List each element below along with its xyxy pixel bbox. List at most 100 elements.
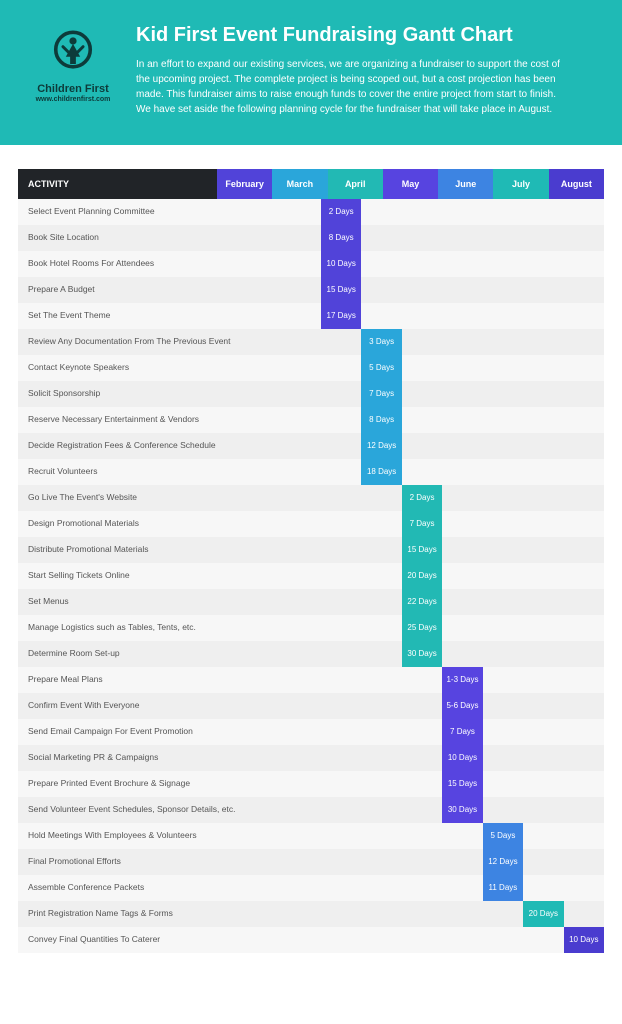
gantt-row: Print Registration Name Tags & Forms 20 D… bbox=[18, 901, 604, 927]
gantt-row: Go Live The Event's Website2 Days bbox=[18, 485, 604, 511]
gantt-cell bbox=[402, 823, 442, 849]
gantt-cell bbox=[442, 927, 482, 953]
gantt-row: Recruit Volunteers18 Days bbox=[18, 459, 604, 485]
gantt-month-cells: 1-3 Days bbox=[321, 667, 604, 693]
gantt-row: Send Volunteer Event Schedules, Sponsor … bbox=[18, 797, 604, 823]
gantt-bar: 20 Days bbox=[523, 901, 563, 927]
gantt-cell bbox=[523, 251, 563, 277]
gantt-row: Design Promotional Materials7 Days bbox=[18, 511, 604, 537]
gantt-cell bbox=[483, 901, 523, 927]
gantt-cell bbox=[321, 927, 361, 953]
gantt-cell bbox=[321, 875, 361, 901]
gantt-cell bbox=[564, 381, 604, 407]
gantt-cell bbox=[442, 355, 482, 381]
activity-label: Start Selling Tickets Online bbox=[18, 563, 321, 589]
month-headers: FebruaryMarchAprilMayJuneJulyAugust bbox=[217, 169, 604, 199]
gantt-row: Hold Meetings With Employees & Volunteer… bbox=[18, 823, 604, 849]
gantt-month-cells: 18 Days bbox=[321, 459, 604, 485]
gantt-cell bbox=[523, 771, 563, 797]
gantt-cell bbox=[564, 693, 604, 719]
gantt-bar: 2 Days bbox=[402, 485, 442, 511]
gantt-cell bbox=[402, 329, 442, 355]
gantt-cell bbox=[442, 823, 482, 849]
gantt-cell bbox=[564, 901, 604, 927]
gantt-cell bbox=[361, 771, 401, 797]
gantt-cell bbox=[564, 667, 604, 693]
gantt-cell bbox=[523, 407, 563, 433]
gantt-row: Start Selling Tickets Online 20 Days bbox=[18, 563, 604, 589]
gantt-bar: 5 Days bbox=[361, 355, 401, 381]
gantt-cell bbox=[483, 355, 523, 381]
gantt-bar: 10 Days bbox=[321, 251, 361, 277]
gantt-bar: 20 Days bbox=[402, 563, 442, 589]
gantt-cell bbox=[402, 719, 442, 745]
gantt-cell bbox=[442, 589, 482, 615]
gantt-cell bbox=[483, 433, 523, 459]
gantt-bar: 3 Days bbox=[361, 329, 401, 355]
gantt-row: Review Any Documentation From The Previo… bbox=[18, 329, 604, 355]
gantt-month-cells: 15 Days bbox=[321, 771, 604, 797]
gantt-month-cells: 10 Days bbox=[321, 251, 604, 277]
gantt-bar: 11 Days bbox=[483, 875, 523, 901]
gantt-bar: 10 Days bbox=[564, 927, 604, 953]
logo-name: Children First bbox=[37, 83, 109, 95]
gantt-cell bbox=[564, 303, 604, 329]
activity-label: Final Promotional Efforts bbox=[18, 849, 321, 875]
gantt-cell bbox=[564, 797, 604, 823]
gantt-row: Convey Final Quantities To Caterer10 Day… bbox=[18, 927, 604, 953]
gantt-bar: 17 Days bbox=[321, 303, 361, 329]
gantt-cell bbox=[361, 511, 401, 537]
gantt-cell bbox=[361, 589, 401, 615]
gantt-cell bbox=[523, 329, 563, 355]
gantt-cell bbox=[523, 537, 563, 563]
gantt-cell bbox=[523, 719, 563, 745]
gantt-month-cells: 5 Days bbox=[321, 355, 604, 381]
gantt-bar: 12 Days bbox=[483, 849, 523, 875]
gantt-bar: 7 Days bbox=[361, 381, 401, 407]
gantt-cell bbox=[483, 303, 523, 329]
gantt-bar: 25 Days bbox=[402, 615, 442, 641]
gantt-row: Confirm Event With Everyone5-6 Days bbox=[18, 693, 604, 719]
gantt-cell bbox=[523, 225, 563, 251]
gantt-month-cells: 8 Days bbox=[321, 225, 604, 251]
month-header: May bbox=[383, 169, 438, 199]
activity-label: Print Registration Name Tags & Forms bbox=[18, 901, 321, 927]
gantt-cell bbox=[321, 355, 361, 381]
gantt-bar: 15 Days bbox=[321, 277, 361, 303]
gantt-cell bbox=[523, 641, 563, 667]
gantt-cell bbox=[564, 563, 604, 589]
gantt-cell bbox=[321, 537, 361, 563]
logo-url: www.childrenfirst.com bbox=[36, 96, 111, 103]
gantt-cell bbox=[564, 589, 604, 615]
gantt-cell bbox=[483, 329, 523, 355]
gantt-month-cells: 2 Days bbox=[321, 485, 604, 511]
gantt-cell bbox=[361, 563, 401, 589]
month-header: February bbox=[217, 169, 272, 199]
gantt-cell bbox=[402, 381, 442, 407]
gantt-cell bbox=[442, 511, 482, 537]
gantt-cell bbox=[564, 355, 604, 381]
gantt-cell bbox=[361, 719, 401, 745]
gantt-month-cells: 12 Days bbox=[321, 849, 604, 875]
gantt-cell bbox=[361, 225, 401, 251]
gantt-cell bbox=[442, 277, 482, 303]
gantt-cell bbox=[321, 901, 361, 927]
gantt-cell bbox=[564, 771, 604, 797]
gantt-cell bbox=[483, 563, 523, 589]
gantt-row: Assemble Conference Packets11 Days bbox=[18, 875, 604, 901]
gantt-month-cells: 15 Days bbox=[321, 277, 604, 303]
gantt-row: Manage Logistics such as Tables, Tents, … bbox=[18, 615, 604, 641]
gantt-cell bbox=[564, 277, 604, 303]
gantt-cell bbox=[402, 303, 442, 329]
gantt-bar: 7 Days bbox=[402, 511, 442, 537]
gantt-cell bbox=[483, 927, 523, 953]
gantt-cell bbox=[483, 745, 523, 771]
gantt-cell bbox=[402, 667, 442, 693]
gantt-cell bbox=[523, 667, 563, 693]
activity-column-header: ACTIVITY bbox=[18, 169, 217, 199]
gantt-cell bbox=[361, 901, 401, 927]
gantt-bar: 22 Days bbox=[402, 589, 442, 615]
gantt-month-cells: 10 Days bbox=[321, 927, 604, 953]
gantt-row: Book Hotel Rooms For Attendees10 Days bbox=[18, 251, 604, 277]
page-description: In an effort to expand our existing serv… bbox=[136, 57, 566, 117]
